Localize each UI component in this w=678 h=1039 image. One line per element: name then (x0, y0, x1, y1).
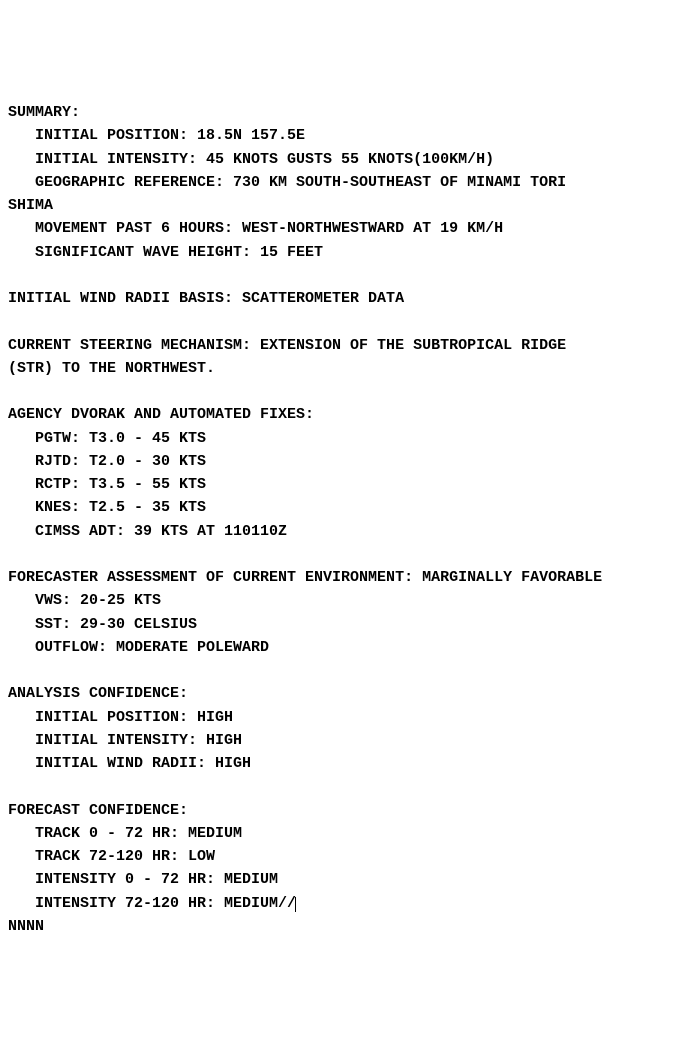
summary-header: SUMMARY: (8, 104, 80, 121)
analysis-conf-intensity: INITIAL INTENSITY: HIGH (8, 732, 242, 749)
geographic-reference-line1: GEOGRAPHIC REFERENCE: 730 KM SOUTH-SOUTH… (8, 174, 566, 191)
analysis-confidence-header: ANALYSIS CONFIDENCE: (8, 685, 188, 702)
forecast-conf-intensity-72-120: INTENSITY 72-120 HR: MEDIUM// (8, 895, 296, 912)
text-cursor (295, 897, 296, 912)
forecast-conf-track-0-72: TRACK 0 - 72 HR: MEDIUM (8, 825, 242, 842)
environment-vws: VWS: 20-25 KTS (8, 592, 161, 609)
forecast-conf-track-72-120: TRACK 72-120 HR: LOW (8, 848, 215, 865)
wave-height: SIGNIFICANT WAVE HEIGHT: 15 FEET (8, 244, 323, 261)
environment-header: FORECASTER ASSESSMENT OF CURRENT ENVIRON… (8, 569, 602, 586)
analysis-conf-wind-radii: INITIAL WIND RADII: HIGH (8, 755, 251, 772)
dvorak-cimss: CIMSS ADT: 39 KTS AT 110110Z (8, 523, 287, 540)
analysis-conf-position: INITIAL POSITION: HIGH (8, 709, 233, 726)
steering-mechanism-line1: CURRENT STEERING MECHANISM: EXTENSION OF… (8, 337, 566, 354)
environment-sst: SST: 29-30 CELSIUS (8, 616, 197, 633)
initial-intensity: INITIAL INTENSITY: 45 KNOTS GUSTS 55 KNO… (8, 151, 494, 168)
dvorak-knes: KNES: T2.5 - 35 KTS (8, 499, 206, 516)
steering-mechanism-line2: (STR) TO THE NORTHWEST. (8, 360, 215, 377)
geographic-reference-line2: SHIMA (8, 197, 53, 214)
forecast-conf-intensity-0-72: INTENSITY 0 - 72 HR: MEDIUM (8, 871, 278, 888)
dvorak-pgtw: PGTW: T3.0 - 45 KTS (8, 430, 206, 447)
movement: MOVEMENT PAST 6 HOURS: WEST-NORTHWESTWAR… (8, 220, 503, 237)
dvorak-rjtd: RJTD: T2.0 - 30 KTS (8, 453, 206, 470)
dvorak-rctp: RCTP: T3.5 - 55 KTS (8, 476, 206, 493)
environment-outflow: OUTFLOW: MODERATE POLEWARD (8, 639, 269, 656)
initial-position: INITIAL POSITION: 18.5N 157.5E (8, 127, 305, 144)
terminator: NNNN (8, 918, 44, 935)
wind-radii-basis: INITIAL WIND RADII BASIS: SCATTEROMETER … (8, 290, 404, 307)
dvorak-header: AGENCY DVORAK AND AUTOMATED FIXES: (8, 406, 314, 423)
